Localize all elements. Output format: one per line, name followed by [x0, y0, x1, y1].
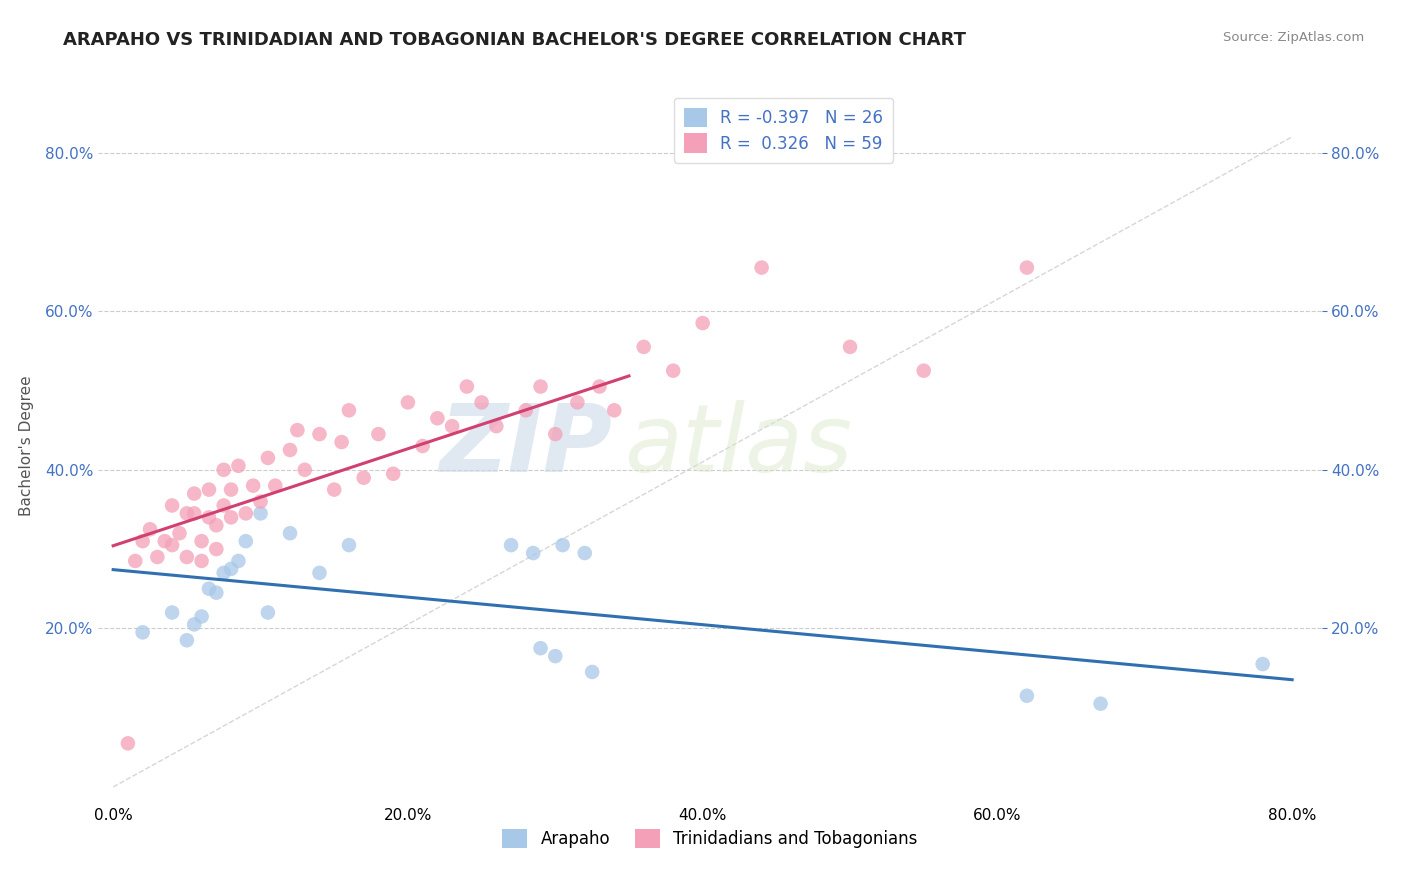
Point — [692, 316, 714, 330]
Text: ARAPAHO VS TRINIDADIAN AND TOBAGONIAN BACHELOR'S DEGREE CORRELATION CHART: ARAPAHO VS TRINIDADIAN AND TOBAGONIAN BA… — [63, 31, 966, 49]
Point — [124, 554, 146, 568]
Point — [912, 364, 935, 378]
Point — [117, 736, 139, 750]
Point — [212, 566, 235, 580]
Point — [257, 450, 280, 465]
Point — [441, 419, 464, 434]
Point — [839, 340, 862, 354]
Point — [257, 606, 280, 620]
Point — [337, 403, 360, 417]
Point — [1015, 260, 1038, 275]
Point — [190, 554, 212, 568]
Point — [456, 379, 478, 393]
Point — [146, 549, 169, 564]
Point — [169, 526, 191, 541]
Point — [183, 507, 205, 521]
Point — [544, 427, 567, 442]
Point — [382, 467, 405, 481]
Point — [337, 538, 360, 552]
Point — [176, 633, 198, 648]
Point — [471, 395, 494, 409]
Point — [198, 510, 221, 524]
Point — [212, 499, 235, 513]
Point — [278, 442, 301, 457]
Text: Source: ZipAtlas.com: Source: ZipAtlas.com — [1223, 31, 1364, 45]
Point — [153, 534, 176, 549]
Point — [198, 483, 221, 497]
Point — [249, 494, 271, 508]
Point — [1015, 689, 1038, 703]
Text: atlas: atlas — [624, 401, 852, 491]
Point — [183, 486, 205, 500]
Point — [574, 546, 596, 560]
Y-axis label: Bachelor's Degree: Bachelor's Degree — [18, 376, 34, 516]
Point — [426, 411, 449, 425]
Point — [190, 609, 212, 624]
Point — [183, 617, 205, 632]
Point — [603, 403, 626, 417]
Point — [160, 606, 183, 620]
Point — [522, 546, 544, 560]
Point — [308, 427, 330, 442]
Point — [219, 510, 242, 524]
Point — [228, 458, 250, 473]
Point — [588, 379, 610, 393]
Point — [633, 340, 655, 354]
Point — [219, 562, 242, 576]
Point — [367, 427, 389, 442]
Point — [294, 463, 316, 477]
Text: ZIP: ZIP — [439, 400, 612, 492]
Point — [198, 582, 221, 596]
Point — [249, 507, 271, 521]
Point — [160, 538, 183, 552]
Point — [235, 534, 257, 549]
Point — [131, 534, 153, 549]
Point — [131, 625, 153, 640]
Point — [160, 499, 183, 513]
Point — [544, 649, 567, 664]
Point — [242, 478, 264, 492]
Point — [499, 538, 522, 552]
Point — [176, 549, 198, 564]
Point — [529, 379, 551, 393]
Point — [412, 439, 434, 453]
Point — [581, 665, 603, 679]
Point — [330, 435, 353, 450]
Point — [287, 423, 309, 437]
Point — [190, 534, 212, 549]
Point — [205, 518, 228, 533]
Legend: Arapaho, Trinidadians and Tobagonians: Arapaho, Trinidadians and Tobagonians — [495, 822, 925, 855]
Point — [485, 419, 508, 434]
Point — [662, 364, 685, 378]
Point — [551, 538, 574, 552]
Point — [567, 395, 589, 409]
Point — [219, 483, 242, 497]
Point — [205, 542, 228, 557]
Point — [278, 526, 301, 541]
Point — [751, 260, 773, 275]
Point — [323, 483, 346, 497]
Point — [176, 507, 198, 521]
Point — [308, 566, 330, 580]
Point — [515, 403, 537, 417]
Point — [1251, 657, 1274, 671]
Point — [529, 641, 551, 656]
Point — [1090, 697, 1112, 711]
Point — [396, 395, 419, 409]
Point — [353, 471, 375, 485]
Point — [264, 478, 287, 492]
Point — [212, 463, 235, 477]
Point — [205, 585, 228, 599]
Point — [139, 522, 162, 536]
Point — [228, 554, 250, 568]
Point — [235, 507, 257, 521]
